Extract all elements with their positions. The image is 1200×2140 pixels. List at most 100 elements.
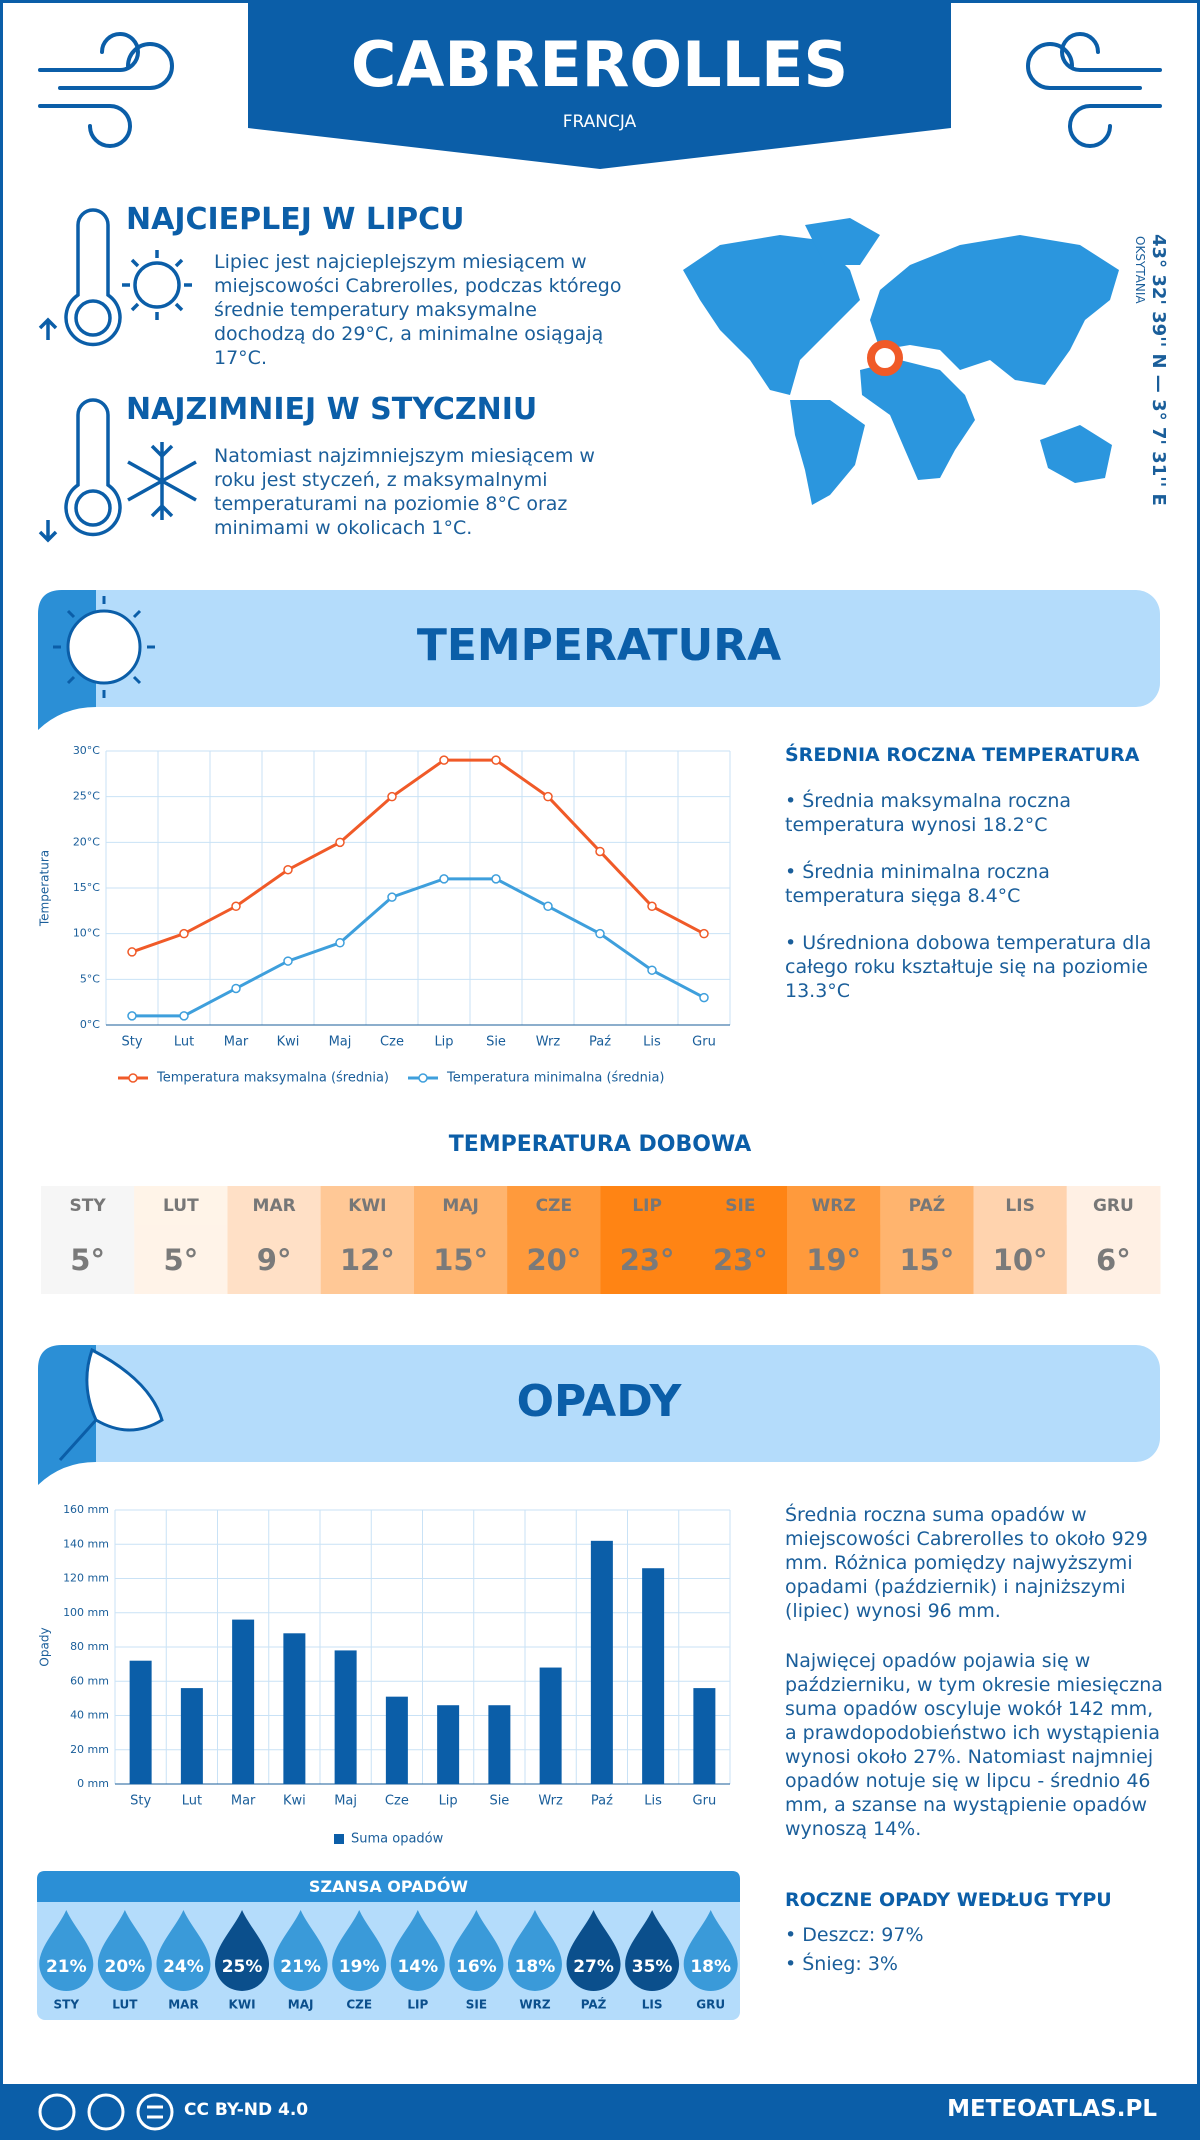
chance-box	[37, 1871, 740, 2020]
point	[699, 928, 709, 939]
summary-item: • Średnia maksymalna roczna temperatura …	[785, 790, 1072, 836]
table-header-cell	[41, 1186, 135, 1225]
daily-temperature: 23°	[713, 1243, 768, 1277]
bar	[693, 1688, 716, 1784]
license-icons	[38, 2093, 174, 2131]
line	[131, 758, 705, 954]
summary-item: • Uśredniona dobowa temperatura dla całe…	[785, 932, 1152, 1002]
y-tick-label: 40 mm	[70, 1709, 109, 1722]
bar	[180, 1688, 203, 1784]
x-tick-label: Mar	[231, 1794, 256, 1809]
rain-drop	[566, 1910, 621, 1991]
x-tick-label: Sie	[489, 1794, 509, 1809]
point	[335, 837, 345, 848]
month-label: MAR	[253, 1196, 296, 1216]
location-marker	[867, 340, 903, 376]
month-label: CZE	[346, 1998, 372, 2012]
y-tick-label: 15°C	[73, 881, 100, 894]
month-label: LIP	[407, 1998, 428, 2012]
month-label: GRU	[1093, 1196, 1134, 1216]
y-tick-label: 20°C	[73, 835, 100, 848]
point	[647, 901, 657, 912]
daily-temperature: 23°	[620, 1243, 675, 1277]
site: METEOATLAS.PL	[947, 2096, 1157, 2122]
x-tick-label: Lip	[434, 1035, 453, 1050]
bar	[334, 1650, 357, 1784]
point	[179, 1011, 189, 1021]
point	[387, 892, 397, 902]
month-label: LUT	[163, 1196, 199, 1216]
rain-drop	[332, 1910, 387, 1991]
x-tick-label: Cze	[380, 1035, 404, 1050]
x-tick-label: Gru	[692, 1035, 716, 1050]
rain-chance: 16%	[456, 1957, 497, 1977]
rain-drop	[625, 1910, 680, 1991]
month-label: PAŹ	[909, 1194, 945, 1216]
rain-chance: 19%	[339, 1957, 380, 1977]
section-text: Lipiec jest najcieplejszym miesiącem w m…	[214, 251, 622, 369]
section-text: Średnia roczna suma opadów w miejscowośc…	[785, 1504, 1148, 1622]
point	[127, 947, 137, 957]
x-tick-label: Wrz	[536, 1035, 561, 1050]
world-map	[683, 218, 1119, 505]
y-axis-label: Temperatura	[38, 850, 52, 927]
types-title: ROCZNE OPADY WEDŁUG TYPU	[785, 1889, 1112, 1911]
table-header-cell	[320, 1186, 415, 1225]
rain-drop	[390, 1910, 445, 1991]
umbrella-icon	[58, 1347, 164, 1462]
y-tick-label: 20 mm	[70, 1743, 109, 1756]
table-title: TEMPERATURA DOBOWA	[448, 1132, 752, 1157]
region: OKSYTANIA	[1133, 236, 1147, 304]
month-label: KWI	[229, 1998, 256, 2012]
x-tick-label: Lut	[174, 1035, 194, 1050]
point	[335, 938, 345, 948]
rain-drop	[449, 1910, 504, 1991]
legend-marker	[418, 1073, 428, 1083]
x-tick-label: Cze	[385, 1794, 409, 1809]
month-label: GRU	[696, 1998, 725, 2012]
rain-chance: 25%	[222, 1957, 263, 1977]
rain-chance: 35%	[632, 1957, 673, 1977]
month-label: KWI	[348, 1196, 386, 1216]
y-tick-label: 0°C	[80, 1018, 100, 1031]
x-tick-label: Sty	[121, 1035, 142, 1050]
y-tick-label: 120 mm	[63, 1572, 109, 1585]
table-header-cell	[507, 1186, 601, 1225]
sun-icon	[53, 596, 155, 698]
month-label: LIS	[1005, 1196, 1034, 1216]
point	[595, 846, 605, 857]
x-tick-label: Lip	[439, 1794, 458, 1809]
rain-drop	[156, 1910, 211, 1991]
point	[491, 755, 501, 765]
rain-chance: 18%	[515, 1957, 556, 1977]
bar	[488, 1705, 511, 1784]
daily-temperature: 6°	[1096, 1243, 1131, 1277]
point	[647, 965, 657, 975]
point	[699, 992, 709, 1003]
daily-temperature: 5°	[164, 1243, 199, 1277]
types-item: • Deszcz: 97%	[785, 1924, 924, 1946]
bar	[232, 1619, 255, 1784]
daily-temperature: 5°	[70, 1243, 105, 1277]
month-label: PAŹ	[581, 1997, 607, 2012]
line	[132, 877, 705, 1018]
y-tick-label: 0 mm	[77, 1777, 109, 1790]
subtitle: FRANCJA	[562, 112, 637, 132]
x-tick-label: Kwi	[277, 1035, 300, 1050]
coordinates: 43° 32' 39'' N — 3° 7' 31'' E	[1148, 234, 1169, 506]
bar	[539, 1667, 562, 1784]
section-title: TEMPERATURA	[416, 620, 782, 671]
month-label: LIS	[642, 1998, 663, 2012]
rain-drop	[273, 1910, 328, 1991]
rain-chance: 21%	[280, 1957, 321, 1977]
x-tick-label: Lut	[182, 1794, 202, 1809]
table-header-cell	[880, 1186, 974, 1225]
chance-title: SZANSA OPADÓW	[308, 1877, 469, 1896]
daily-temperature: 9°	[257, 1243, 292, 1277]
bar	[642, 1568, 665, 1784]
month-label: SIE	[725, 1196, 755, 1216]
summary-title: ŚREDNIA ROCZNA TEMPERATURA	[785, 744, 1140, 766]
y-tick-label: 60 mm	[70, 1674, 109, 1687]
month-label: MAJ	[288, 1998, 314, 2012]
legend-marker	[128, 1073, 138, 1083]
